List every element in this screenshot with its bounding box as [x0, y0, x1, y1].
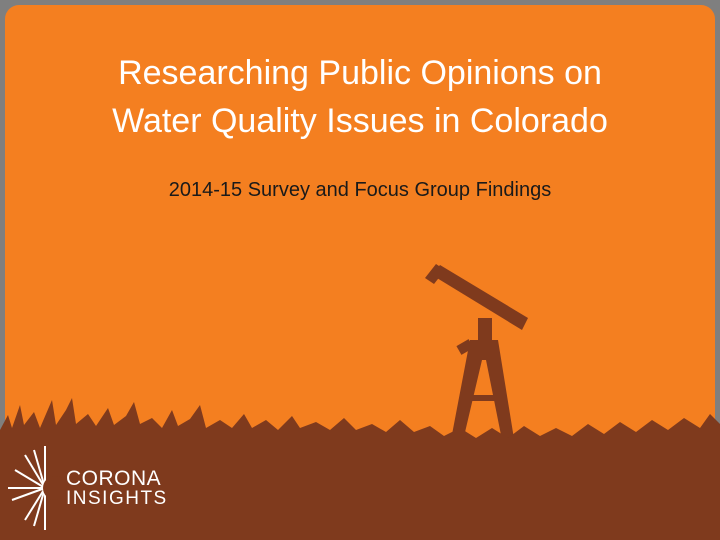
logo-text: CORONA: [66, 467, 161, 490]
subtitle: 2014-15 Survey and Focus Group Findings: [169, 179, 551, 201]
telescope: [425, 264, 528, 445]
logo-text: INSIGHTS: [66, 488, 168, 509]
title-line: Researching Public Opinions on: [118, 54, 602, 92]
logo-sunburst: [8, 446, 67, 530]
grass: [0, 398, 720, 540]
title-line: Water Quality Issues in Colorado: [112, 102, 608, 140]
slide-panel: [5, 5, 715, 540]
